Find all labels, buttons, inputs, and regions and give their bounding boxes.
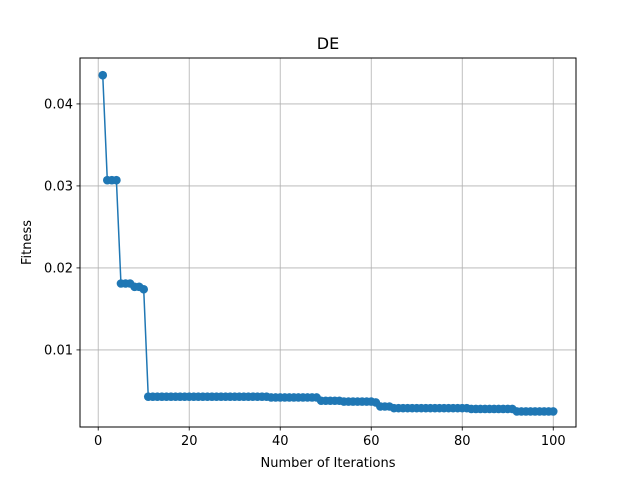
chart-title: DE xyxy=(317,34,339,53)
data-point xyxy=(112,176,121,185)
data-point xyxy=(98,71,107,80)
y-tick-label: 0.04 xyxy=(44,97,73,112)
y-tick-label: 0.03 xyxy=(44,179,73,194)
data-point xyxy=(549,407,558,416)
x-tick-label: 20 xyxy=(181,434,198,449)
x-tick-label: 100 xyxy=(541,434,566,449)
x-tick-label: 0 xyxy=(94,434,102,449)
x-axis-label: Number of Iterations xyxy=(261,456,396,471)
y-tick-label: 0.01 xyxy=(44,343,73,358)
x-tick-label: 80 xyxy=(454,434,471,449)
data-point xyxy=(139,285,148,294)
y-axis-label: Fitness xyxy=(20,220,35,265)
x-tick-label: 60 xyxy=(363,434,380,449)
y-tick-label: 0.02 xyxy=(44,261,73,276)
x-tick-label: 40 xyxy=(272,434,289,449)
